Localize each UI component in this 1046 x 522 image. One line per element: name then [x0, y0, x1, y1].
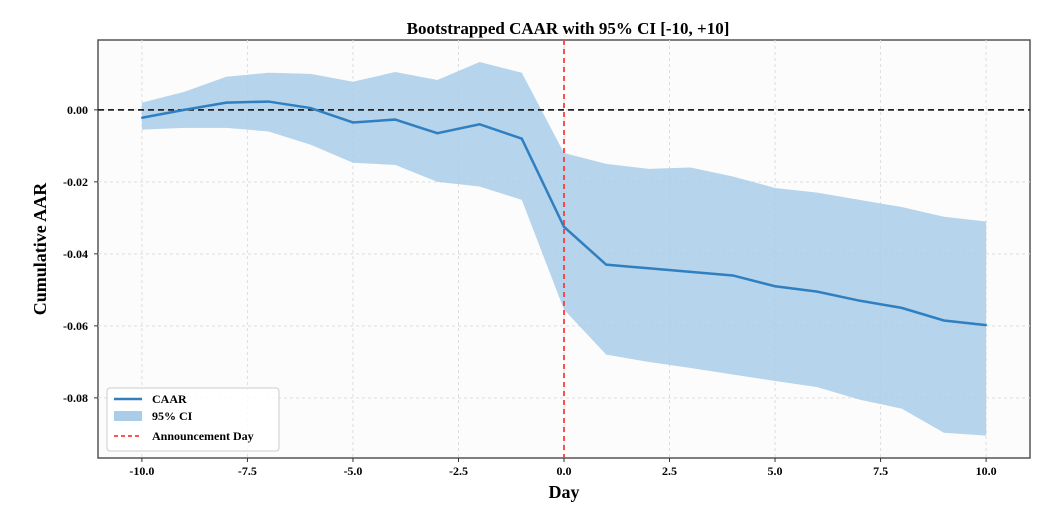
- caar-point: [351, 121, 354, 124]
- legend-announcement-label: Announcement Day: [152, 429, 254, 443]
- x-tick-label: 2.5: [662, 464, 677, 478]
- caar-point: [436, 132, 439, 135]
- caar-point: [816, 290, 819, 293]
- legend-caar-label: CAAR: [152, 392, 187, 406]
- x-tick-label: 5.0: [768, 464, 783, 478]
- y-tick-label: -0.08: [63, 391, 88, 405]
- x-tick-label: -2.5: [449, 464, 468, 478]
- chart-title: Bootstrapped CAAR with 95% CI [-10, +10]: [407, 19, 730, 38]
- x-tick-label: -5.0: [343, 464, 362, 478]
- y-tick-label: 0.00: [67, 103, 88, 117]
- x-tick-label: 7.5: [873, 464, 888, 478]
- caar-point: [520, 137, 523, 140]
- caar-line-layer: [140, 100, 988, 327]
- legend: CAAR 95% CI Announcement Day: [106, 387, 280, 452]
- y-tick-label: -0.04: [63, 247, 88, 261]
- caar-point: [394, 118, 397, 121]
- x-tick-label: -10.0: [129, 464, 154, 478]
- y-axis-ticks: 0.00 -0.02 -0.04 -0.06 -0.08: [63, 103, 98, 405]
- x-tick-label: -7.5: [238, 464, 257, 478]
- y-tick-label: -0.06: [63, 319, 88, 333]
- caar-point: [140, 116, 143, 119]
- y-axis-label: Cumulative AAR: [30, 182, 50, 316]
- caar-point: [985, 324, 988, 327]
- caar-point: [183, 108, 186, 111]
- caar-point: [774, 285, 777, 288]
- caar-point: [858, 299, 861, 302]
- caar-point: [605, 263, 608, 266]
- caar-point: [900, 306, 903, 309]
- x-axis-ticks: -10.0 -7.5 -5.0 -2.5 0.0 2.5 5.0 7.5 10.0: [129, 458, 997, 478]
- caar-point: [942, 319, 945, 322]
- x-tick-label: 0.0: [557, 464, 572, 478]
- caar-point: [647, 267, 650, 270]
- legend-ci-label: 95% CI: [152, 409, 193, 423]
- x-tick-label: 10.0: [976, 464, 997, 478]
- caar-point: [478, 123, 481, 126]
- caar-point: [225, 101, 228, 104]
- caar-point: [563, 225, 565, 228]
- x-axis-label: Day: [549, 482, 580, 502]
- reference-lines: [98, 40, 1030, 458]
- caar-point: [689, 270, 692, 273]
- y-tick-label: -0.02: [63, 175, 88, 189]
- legend-box: [106, 387, 280, 452]
- caar-point: [309, 107, 312, 110]
- caar-point: [731, 274, 734, 277]
- caar-point: [267, 100, 270, 103]
- legend-ci-swatch: [114, 411, 142, 421]
